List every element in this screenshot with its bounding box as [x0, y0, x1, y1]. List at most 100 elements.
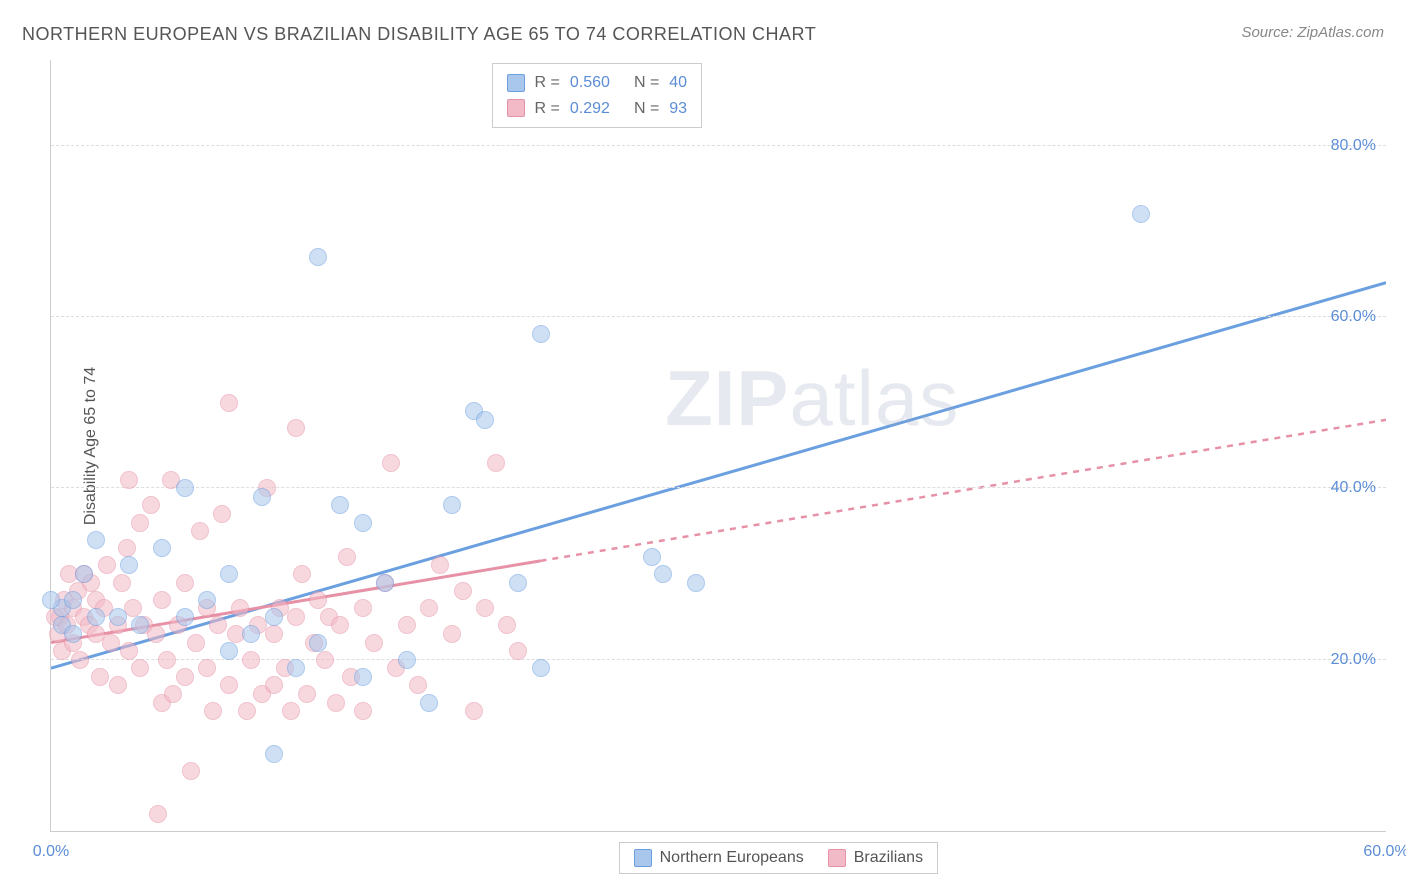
legend-swatch — [634, 849, 652, 867]
scatter-point — [265, 625, 283, 643]
gridline-horizontal — [51, 316, 1386, 317]
scatter-point — [124, 599, 142, 617]
scatter-point — [42, 591, 60, 609]
scatter-point — [293, 565, 311, 583]
stat-n-label: N = — [634, 96, 659, 122]
scatter-point — [532, 325, 550, 343]
scatter-point — [398, 651, 416, 669]
scatter-point — [238, 702, 256, 720]
scatter-point — [64, 591, 82, 609]
stat-r-label: R = — [535, 96, 560, 122]
scatter-point — [118, 539, 136, 557]
scatter-point — [454, 582, 472, 600]
legend-swatch — [507, 74, 525, 92]
scatter-point — [209, 616, 227, 634]
scatter-point — [1132, 205, 1150, 223]
scatter-point — [158, 651, 176, 669]
stat-r-value: 0.560 — [570, 70, 610, 96]
scatter-point — [509, 642, 527, 660]
scatter-point — [71, 651, 89, 669]
scatter-point — [109, 608, 127, 626]
scatter-point — [476, 599, 494, 617]
legend-label: Northern Europeans — [660, 849, 804, 867]
scatter-point — [509, 574, 527, 592]
scatter-point — [331, 496, 349, 514]
scatter-point — [187, 634, 205, 652]
scatter-point — [265, 608, 283, 626]
scatter-point — [282, 702, 300, 720]
stat-n-value: 40 — [669, 70, 687, 96]
legend-item: Brazilians — [828, 849, 923, 867]
stats-row: R = 0.292 N = 93 — [507, 96, 688, 122]
scatter-point — [220, 394, 238, 412]
scatter-point — [287, 419, 305, 437]
gridline-horizontal — [51, 487, 1386, 488]
scatter-point — [213, 505, 231, 523]
watermark-light: atlas — [789, 354, 959, 442]
y-tick-label: 60.0% — [1331, 308, 1376, 326]
trend-line — [51, 283, 1386, 669]
stat-n-value: 93 — [669, 96, 687, 122]
scatter-point — [654, 565, 672, 583]
y-tick-label: 80.0% — [1331, 137, 1376, 155]
scatter-point — [75, 565, 93, 583]
stats-row: R = 0.560 N = 40 — [507, 70, 688, 96]
scatter-point — [420, 599, 438, 617]
scatter-point — [147, 625, 165, 643]
scatter-point — [476, 411, 494, 429]
scatter-point — [198, 659, 216, 677]
scatter-point — [220, 565, 238, 583]
scatter-point — [309, 634, 327, 652]
scatter-point — [91, 668, 109, 686]
scatter-point — [242, 625, 260, 643]
scatter-point — [398, 616, 416, 634]
scatter-point — [153, 591, 171, 609]
scatter-point — [643, 548, 661, 566]
legend-swatch — [507, 99, 525, 117]
scatter-point — [153, 539, 171, 557]
y-tick-label: 40.0% — [1331, 479, 1376, 497]
scatter-point — [354, 702, 372, 720]
scatter-point — [182, 762, 200, 780]
trend-line — [541, 420, 1387, 561]
scatter-point — [164, 685, 182, 703]
scatter-point — [382, 454, 400, 472]
scatter-point — [176, 574, 194, 592]
scatter-point — [354, 599, 372, 617]
scatter-point — [87, 608, 105, 626]
watermark-bold: ZIP — [665, 354, 789, 442]
stat-r-label: R = — [535, 70, 560, 96]
scatter-point — [120, 642, 138, 660]
scatter-point — [265, 745, 283, 763]
scatter-point — [191, 522, 209, 540]
scatter-point — [443, 496, 461, 514]
legend-label: Brazilians — [854, 849, 923, 867]
scatter-point — [687, 574, 705, 592]
scatter-point — [176, 668, 194, 686]
scatter-point — [287, 659, 305, 677]
scatter-point — [443, 625, 461, 643]
scatter-point — [316, 651, 334, 669]
scatter-point — [265, 676, 283, 694]
scatter-point — [149, 805, 167, 823]
scatter-point — [354, 514, 372, 532]
scatter-point — [298, 685, 316, 703]
scatter-point — [465, 702, 483, 720]
stats-legend-box: R = 0.560 N = 40 R = 0.292 N = 93 — [492, 63, 703, 128]
scatter-point — [113, 574, 131, 592]
scatter-point — [409, 676, 427, 694]
scatter-point — [176, 479, 194, 497]
plot-area: ZIPatlas R =0.560N =40R =0.292N =93 20.0… — [50, 60, 1386, 832]
scatter-point — [242, 651, 260, 669]
stat-r-value: 0.292 — [570, 96, 610, 122]
scatter-point — [204, 702, 222, 720]
scatter-point — [64, 625, 82, 643]
scatter-point — [431, 556, 449, 574]
scatter-point — [98, 556, 116, 574]
scatter-point — [420, 694, 438, 712]
scatter-point — [120, 471, 138, 489]
scatter-point — [198, 591, 216, 609]
scatter-point — [131, 616, 149, 634]
stat-n-label: N = — [634, 70, 659, 96]
scatter-point — [331, 616, 349, 634]
